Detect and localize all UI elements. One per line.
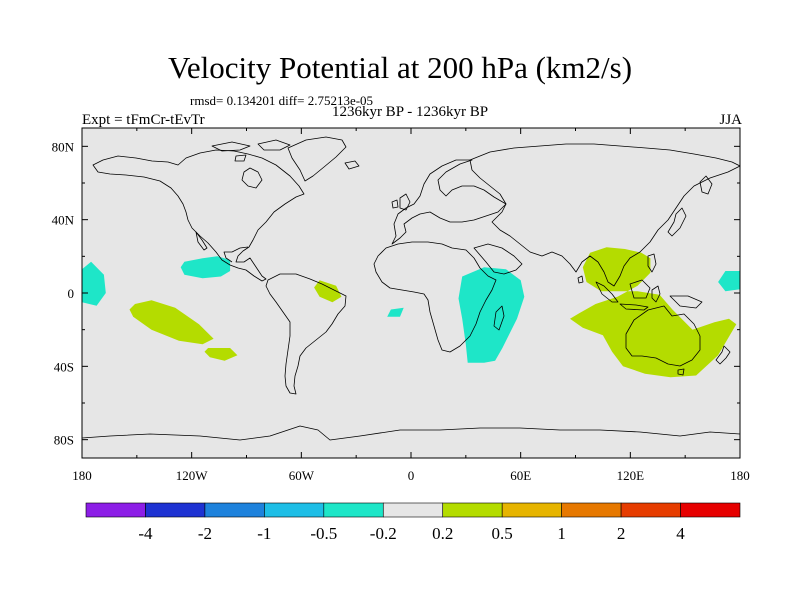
colorbar-level-label: -4 (138, 524, 153, 543)
chart-title: Velocity Potential at 200 hPa (km2/s) (167, 50, 633, 85)
coast-new-zealand (715, 345, 731, 365)
coast-arctic-islands (211, 139, 291, 162)
x-tick-label: 60W (289, 468, 315, 483)
coast-sumatra (595, 281, 619, 303)
coast-java (619, 303, 649, 311)
coast-africa (373, 241, 497, 353)
colorbar-swatch (442, 502, 503, 518)
coast-japan (667, 207, 687, 237)
colorbar-level-label: -1 (257, 524, 271, 543)
coast-south-america (265, 273, 347, 395)
axis-ticks: 180 120W 60W 0 60E 120E 180 80N 40N 0 40S 80S (52, 128, 750, 483)
y-tick-label: 0 (68, 286, 75, 301)
experiment-label: Expt = tFmCr-tEvTr (82, 112, 205, 128)
colorbar-level-label: 1 (557, 524, 566, 543)
coast-british-isles (391, 193, 411, 211)
x-tick-label: 180 (72, 468, 92, 483)
colorbar-level-label: -0.5 (310, 524, 337, 543)
x-tick-label: 120E (617, 468, 645, 483)
season-label: JJA (719, 112, 742, 128)
anomaly-region-northeast-brazil (314, 280, 342, 303)
x-tick-label: 180 (730, 468, 750, 483)
anomaly-region-mexico-pacific (180, 256, 231, 279)
colorbar-swatch (323, 502, 384, 518)
colorbar-swatch (620, 502, 681, 518)
anomaly-region-west-africa-atlantic (387, 307, 404, 317)
coast-arabia (473, 243, 523, 275)
anomaly-region-central-pacific-west (718, 271, 740, 292)
anomaly-fill-layer (82, 247, 740, 378)
coast-philippines (647, 253, 657, 273)
anomaly-region-south-pacific (129, 300, 214, 345)
colorbar-swatch (204, 502, 265, 518)
stats-subtitle: rmsd= 0.134201 diff= 2.75213e-05 (190, 93, 374, 108)
colorbar-swatch (264, 502, 325, 518)
colorbar-level-label: -2 (198, 524, 212, 543)
coast-tasmania (677, 368, 685, 376)
coast-new-guinea (669, 295, 703, 309)
x-tick-label: 0 (408, 468, 415, 483)
colorbar-level-label: 0.5 (492, 524, 513, 543)
y-tick-label: 40S (54, 359, 74, 374)
coast-baja (195, 231, 208, 251)
anomaly-region-southeast-pacific (204, 348, 238, 361)
anomaly-region-maritime-continent-australia (570, 247, 737, 378)
colorbar-level-label: 2 (617, 524, 626, 543)
period-subtitle: 1236kyr BP - 1236kyr BP (331, 104, 489, 120)
coast-greenland (287, 136, 347, 182)
colorbar-level-label: 4 (676, 524, 685, 543)
anomaly-region-central-pacific-east (82, 261, 106, 306)
colorbar-swatch (382, 502, 444, 518)
colorbar: -4 -2 -1 -0.5 -0.2 0.2 0.5 1 2 4 (85, 502, 741, 543)
colorbar-swatch (680, 502, 741, 518)
colorbar-swatch (501, 502, 562, 518)
coast-north-america (92, 149, 305, 282)
x-tick-label: 60E (510, 468, 531, 483)
coast-australia (625, 305, 701, 367)
coast-asia (469, 143, 740, 287)
coast-borneo (629, 279, 651, 299)
coast-hudson-bay (241, 167, 263, 189)
y-tick-label: 80N (52, 139, 75, 154)
colorbar-level-label: 0.2 (432, 524, 453, 543)
colorbar-swatch (145, 502, 206, 518)
y-tick-label: 80S (54, 433, 74, 448)
coast-antarctica (82, 425, 740, 441)
colorbar-swatch (85, 502, 146, 518)
colorbar-level-label: -0.2 (370, 524, 397, 543)
coast-kamchatka (699, 175, 713, 195)
coast-sri-lanka (577, 275, 584, 284)
coastline-layer (82, 136, 740, 441)
coast-madagascar (493, 305, 505, 331)
coast-iceland (344, 160, 360, 170)
colorbar-swatch (561, 502, 622, 518)
coast-gulf-mexico (223, 246, 249, 263)
anomaly-region-southern-africa-indian (458, 267, 525, 363)
x-tick-label: 120W (176, 468, 209, 483)
coast-europe (391, 159, 507, 245)
y-tick-label: 40N (52, 213, 75, 228)
coast-sulawesi (651, 285, 661, 303)
